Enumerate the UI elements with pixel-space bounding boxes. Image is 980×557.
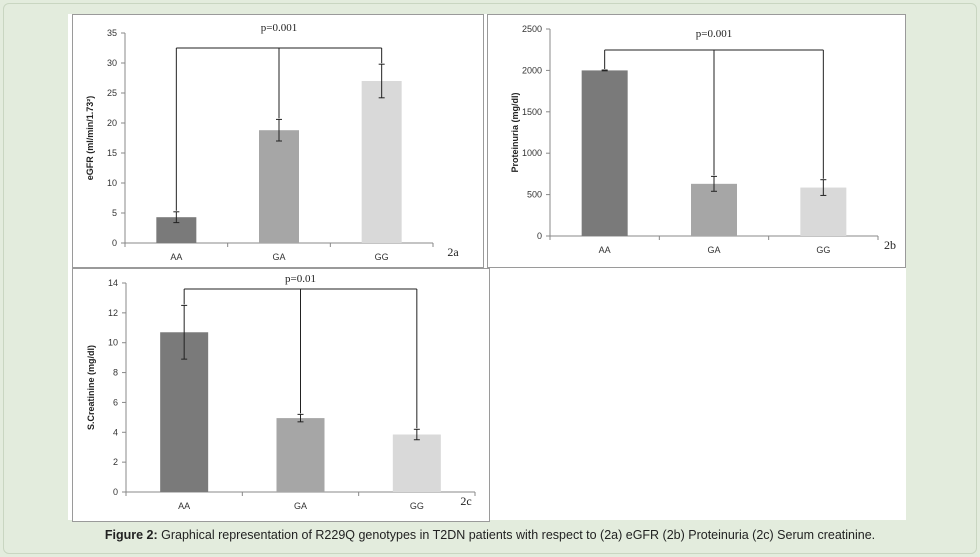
y-tick-label: 6	[113, 397, 118, 407]
y-axis-title: S.Creatinine (mg/dl)	[86, 345, 96, 430]
y-tick-label: 0	[112, 238, 117, 248]
x-tick-label: GA	[707, 245, 720, 255]
y-tick-label: 2000	[522, 65, 542, 75]
panel-label: 2b	[884, 238, 896, 252]
y-tick-label: 25	[107, 88, 117, 98]
y-tick-label: 15	[107, 148, 117, 158]
caption-text: Graphical representation of R229Q genoty…	[161, 528, 876, 542]
chart-panel-2a: 0 5 10 15 20 25 30 35 AA GA GG p=0.001 eGFR (ml/min/…	[72, 14, 484, 268]
bar-GA	[691, 183, 737, 236]
y-tick-label: 30	[107, 58, 117, 68]
y-tick-label: 1000	[522, 148, 542, 158]
panel-label: 2c	[460, 494, 471, 508]
y-axis-title: eGFR (ml/min/1.73²)	[85, 96, 95, 181]
x-tick-label: AA	[170, 252, 182, 262]
chart-svg-2a: 0 5 10 15 20 25 30 35 AA GA GG p=0.001 eGFR (ml/min/…	[85, 22, 459, 262]
y-tick-label: 0	[113, 487, 118, 497]
x-tick-label: GA	[294, 501, 307, 511]
y-tick-label: 8	[113, 368, 118, 378]
x-tick-label: AA	[599, 245, 611, 255]
y-tick-label: 10	[107, 178, 117, 188]
bar-GG	[392, 434, 441, 492]
x-tick-label: GA	[272, 252, 285, 262]
figure-caption: Figure 2: Graphical representation of R2…	[0, 528, 980, 542]
chart-svg-2b: 0 500 1000 1500 2000 2500 AA GA GG p=0.001 Protein…	[510, 24, 896, 255]
y-tick-label: 4	[113, 427, 118, 437]
bar-GA	[259, 130, 299, 243]
chart-panel-2b: 0 500 1000 1500 2000 2500 AA GA GG p=0.001 Protein…	[487, 14, 906, 268]
bar-GA	[276, 418, 325, 492]
p-value-annotation: p=0.01	[285, 273, 316, 285]
y-tick-label: 20	[107, 118, 117, 128]
chart-panel-2c: 0 2 4 6 8 10 12 14 AA GA GG p=0.01 S.Creatinine (mg/…	[72, 268, 490, 522]
p-value-annotation: p=0.001	[696, 28, 732, 40]
y-tick-label: 2	[113, 457, 118, 467]
x-tick-label: GG	[816, 245, 830, 255]
x-tick-label: GG	[410, 501, 424, 511]
bar-AA	[581, 70, 628, 237]
caption-label: Figure 2:	[104, 528, 158, 542]
y-tick-label: 12	[108, 308, 118, 318]
y-axis-title: Proteinuria (mg/dl)	[510, 92, 520, 172]
p-value-annotation: p=0.001	[261, 22, 297, 34]
y-tick-label: 35	[107, 28, 117, 38]
y-tick-label: 14	[108, 278, 118, 288]
x-tick-label: AA	[178, 501, 190, 511]
y-tick-label: 5	[112, 208, 117, 218]
bar-GG	[361, 81, 402, 243]
y-tick-label: 0	[537, 231, 542, 241]
y-tick-label: 500	[527, 190, 542, 200]
chart-svg-2c: 0 2 4 6 8 10 12 14 AA GA GG p=0.01 S.Creatinine (mg/…	[86, 273, 476, 511]
y-tick-label: 2500	[522, 24, 542, 34]
x-tick-label: GG	[375, 252, 389, 262]
y-tick-label: 1500	[522, 107, 542, 117]
y-tick-label: 10	[108, 338, 118, 348]
panel-label: 2a	[447, 245, 459, 259]
